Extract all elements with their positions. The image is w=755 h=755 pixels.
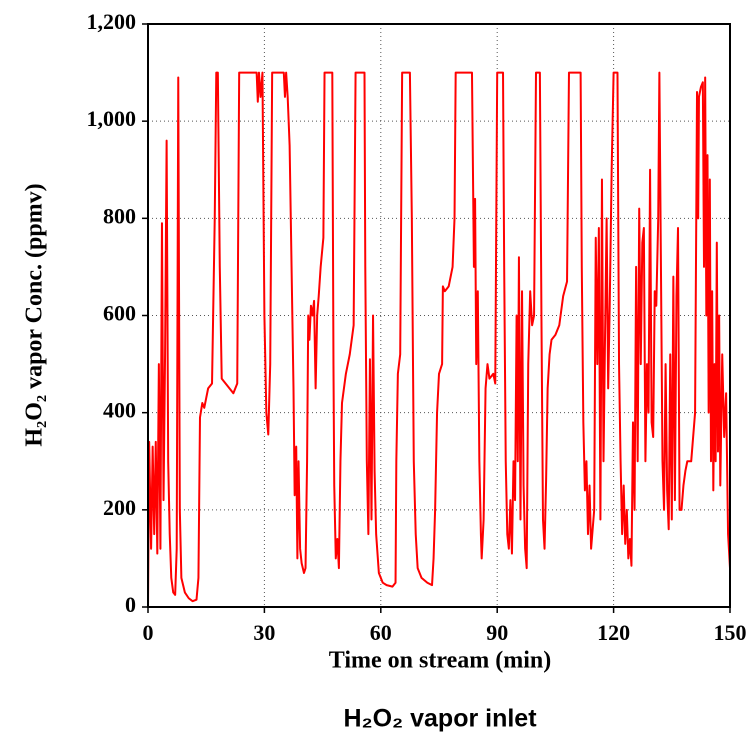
caption: H₂O₂ vapor inlet: [343, 705, 537, 733]
x-tick-label: 60: [370, 620, 392, 645]
x-tick-label: 120: [597, 620, 630, 645]
y-axis-title: H₂O₂ vapor Conc. (ppmv): [22, 183, 48, 446]
x-tick-label: 0: [143, 620, 154, 645]
y-tick-label: 1,000: [87, 106, 137, 131]
x-axis-title: Time on stream (min): [329, 648, 551, 674]
y-tick-label: 800: [103, 203, 136, 228]
y-tick-label: 0: [125, 592, 136, 617]
y-tick-label: 400: [103, 398, 136, 423]
y-tick-label: 1,200: [87, 9, 137, 34]
x-tick-label: 90: [486, 620, 508, 645]
x-tick-label: 150: [714, 620, 747, 645]
y-tick-label: 600: [103, 301, 136, 326]
data-line: [147, 71, 731, 608]
plot-frame: [147, 23, 731, 608]
y-tick-label: 200: [103, 495, 136, 520]
x-tick-label: 30: [253, 620, 275, 645]
